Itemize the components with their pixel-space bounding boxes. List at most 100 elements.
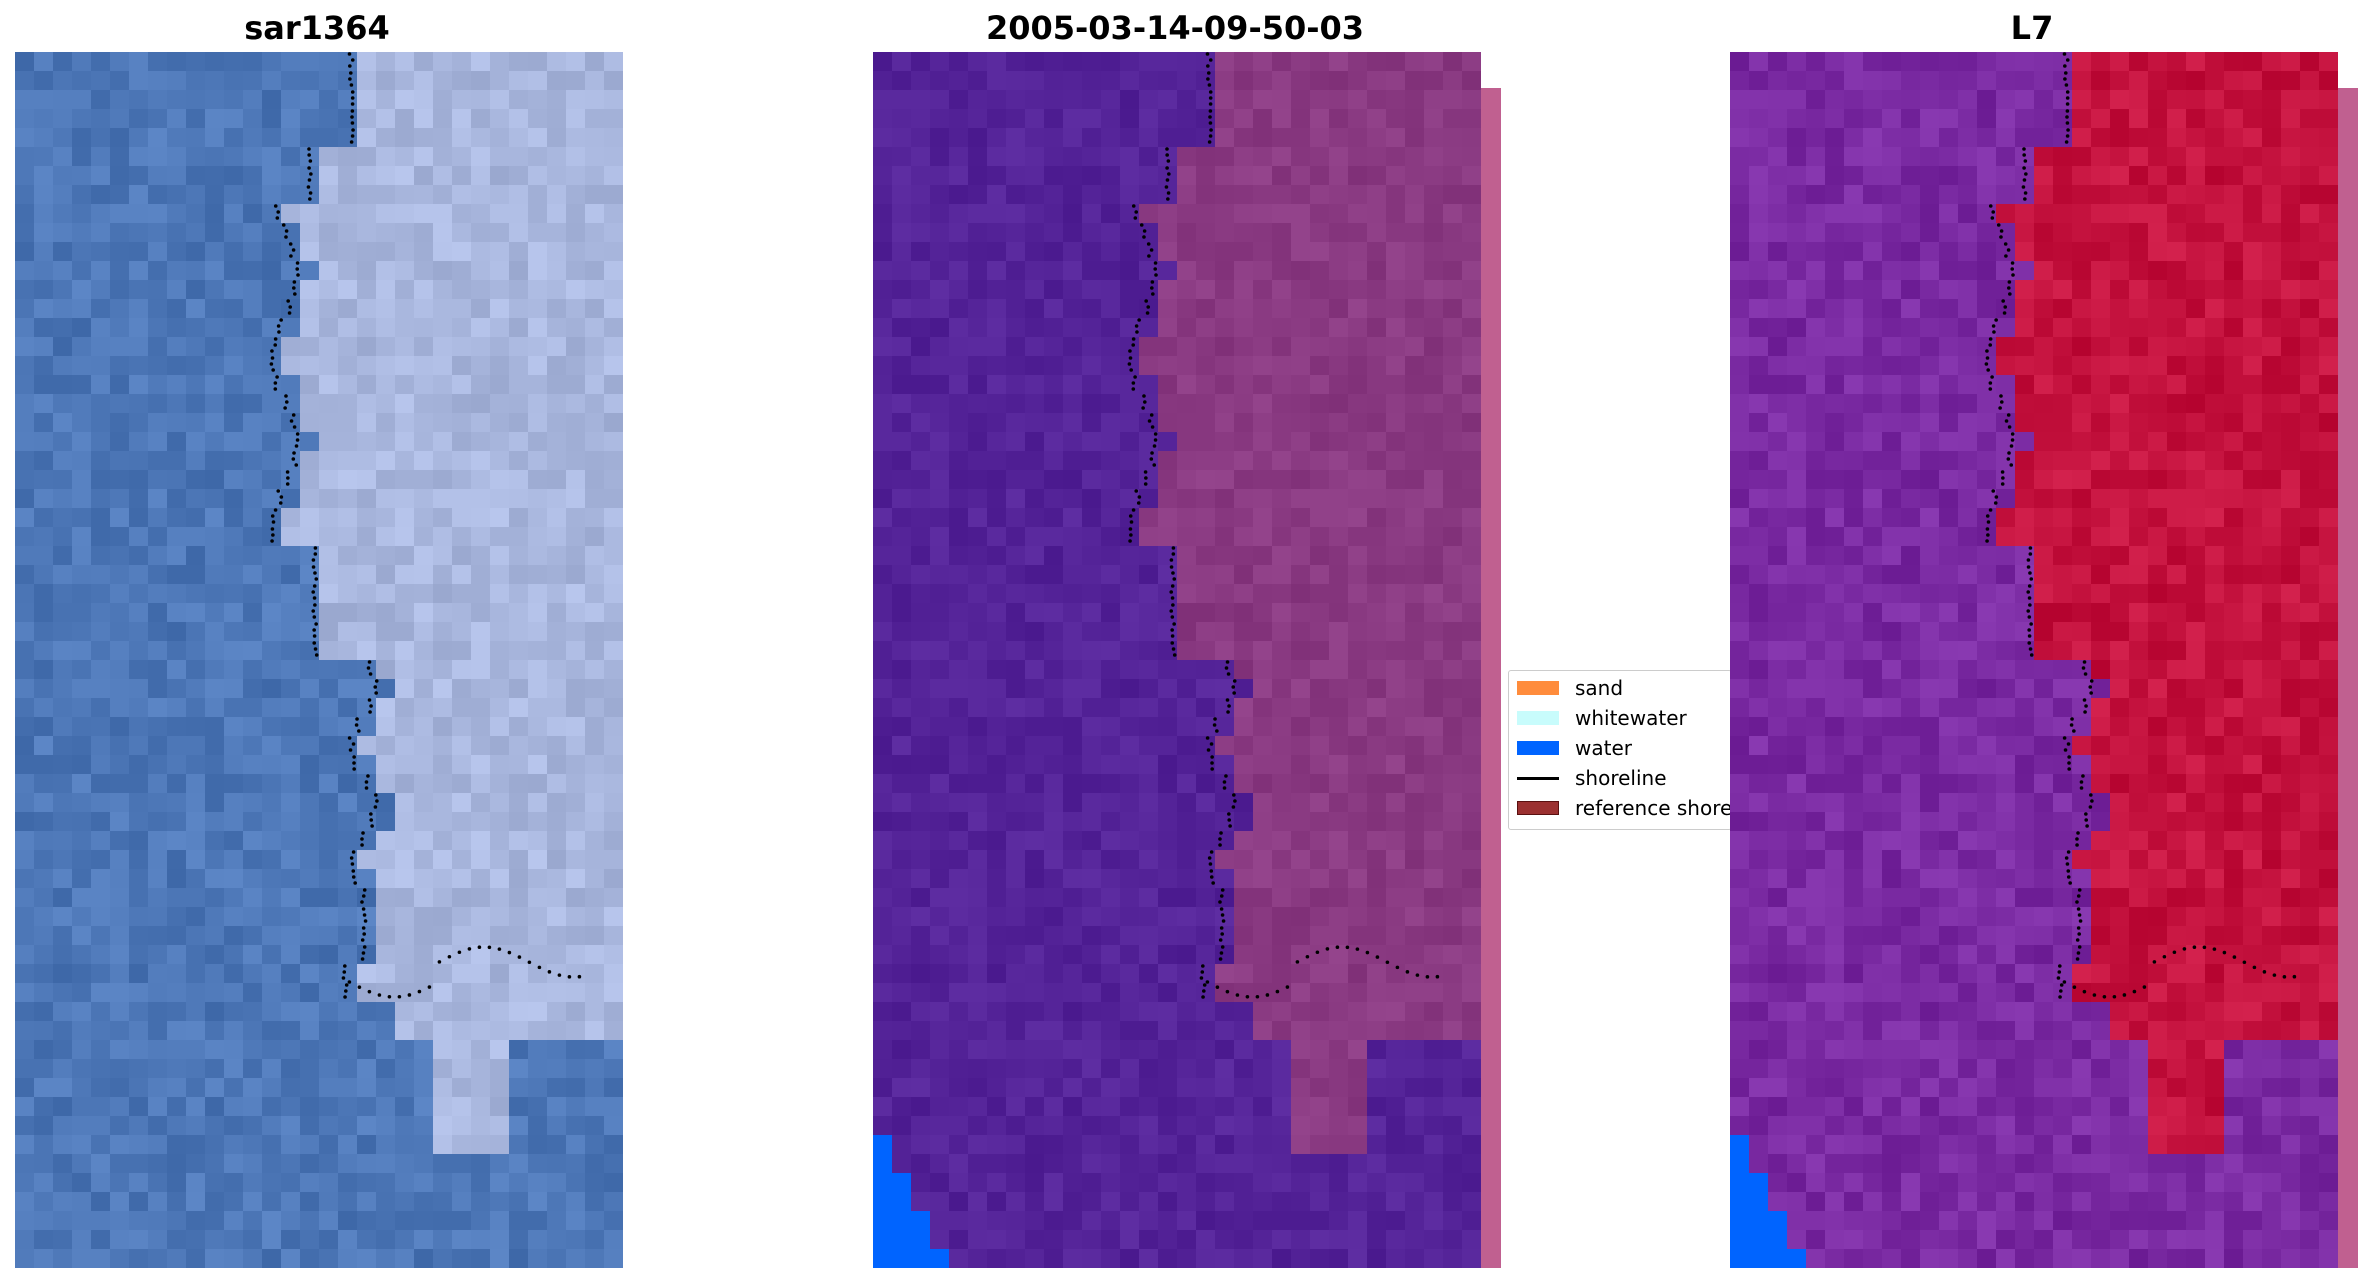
- image-pixel: [1025, 204, 1044, 223]
- image-pixel: [1215, 793, 1234, 812]
- image-pixel: [547, 52, 566, 71]
- image-pixel: [1025, 622, 1044, 641]
- image-pixel: [490, 394, 509, 413]
- image-pixel: [987, 717, 1006, 736]
- image-pixel: [604, 660, 623, 679]
- image-pixel: [395, 831, 414, 850]
- shoreline-dot: [349, 856, 354, 860]
- image-pixel: [968, 755, 987, 774]
- image-pixel: [911, 1078, 930, 1097]
- image-pixel: [1196, 755, 1215, 774]
- image-pixel: [319, 945, 338, 964]
- image-pixel: [1082, 413, 1101, 432]
- image-pixel: [1424, 546, 1443, 565]
- image-pixel: [2243, 90, 2262, 109]
- image-pixel: [1101, 451, 1120, 470]
- image-pixel: [509, 622, 528, 641]
- image-pixel: [224, 337, 243, 356]
- image-pixel: [2205, 280, 2224, 299]
- image-pixel: [1329, 71, 1348, 90]
- image-pixel: [1348, 869, 1367, 888]
- image-pixel: [1044, 831, 1063, 850]
- image-pixel: [1386, 755, 1405, 774]
- shoreline-dot: [344, 983, 349, 987]
- image-pixel: [566, 907, 585, 926]
- image-pixel: [186, 622, 205, 641]
- image-pixel: [395, 166, 414, 185]
- image-pixel: [300, 394, 319, 413]
- image-pixel: [1101, 71, 1120, 90]
- image-pixel: [319, 375, 338, 394]
- image-pixel: [1386, 1211, 1405, 1230]
- image-pixel: [1939, 185, 1958, 204]
- image-pixel: [167, 1097, 186, 1116]
- image-pixel: [167, 888, 186, 907]
- image-pixel: [224, 71, 243, 90]
- image-pixel: [129, 679, 148, 698]
- shoreline-dot: [1172, 653, 1177, 657]
- image-pixel: [53, 698, 72, 717]
- shoreline-dot: [1218, 837, 1222, 841]
- image-pixel: [338, 546, 357, 565]
- image-pixel: [1768, 223, 1787, 242]
- image-pixel: [53, 1097, 72, 1116]
- image-pixel: [15, 793, 34, 812]
- image-pixel: [1025, 470, 1044, 489]
- image-pixel: [1025, 679, 1044, 698]
- image-pixel: [224, 375, 243, 394]
- image-pixel: [2205, 299, 2224, 318]
- image-pixel: [987, 1230, 1006, 1249]
- image-pixel: [1920, 337, 1939, 356]
- image-pixel: [1196, 204, 1215, 223]
- image-pixel: [1196, 698, 1215, 717]
- image-pixel: [471, 1192, 490, 1211]
- image-pixel: [1386, 603, 1405, 622]
- image-pixel: [1386, 432, 1405, 451]
- image-pixel: [1844, 299, 1863, 318]
- image-pixel: [1063, 185, 1082, 204]
- image-pixel: [1215, 470, 1234, 489]
- image-pixel: [892, 831, 911, 850]
- image-pixel: [585, 527, 604, 546]
- image-pixel: [1386, 1040, 1405, 1059]
- image-pixel: [471, 508, 490, 527]
- image-pixel: [987, 1002, 1006, 1021]
- image-pixel: [281, 698, 300, 717]
- shoreline-dot: [1208, 109, 1213, 113]
- image-pixel: [15, 185, 34, 204]
- image-pixel: [1253, 166, 1272, 185]
- image-pixel: [1025, 166, 1044, 185]
- image-pixel: [395, 1116, 414, 1135]
- image-pixel: [1996, 166, 2015, 185]
- image-pixel: [1063, 793, 1082, 812]
- image-pixel: [2110, 166, 2129, 185]
- image-pixel: [129, 926, 148, 945]
- image-pixel: [262, 1249, 281, 1268]
- image-pixel: [338, 584, 357, 603]
- image-pixel: [34, 622, 53, 641]
- image-pixel: [376, 698, 395, 717]
- image-pixel: [129, 489, 148, 508]
- image-pixel: [1158, 71, 1177, 90]
- image-pixel: [376, 812, 395, 831]
- image-pixel: [262, 1192, 281, 1211]
- image-pixel: [262, 983, 281, 1002]
- image-pixel: [547, 242, 566, 261]
- image-pixel: [1120, 945, 1139, 964]
- image-pixel: [1158, 1173, 1177, 1192]
- image-pixel: [911, 888, 930, 907]
- image-pixel: [91, 1021, 110, 1040]
- image-pixel: [1196, 1021, 1215, 1040]
- image-pixel: [1443, 280, 1462, 299]
- image-pixel: [129, 755, 148, 774]
- image-pixel: [148, 223, 167, 242]
- image-pixel: [1082, 1021, 1101, 1040]
- image-pixel: [528, 1002, 547, 1021]
- image-pixel: [1234, 888, 1253, 907]
- image-pixel: [1177, 831, 1196, 850]
- image-pixel: [395, 1249, 414, 1268]
- image-pixel: [1139, 71, 1158, 90]
- image-pixel: [1367, 1097, 1386, 1116]
- image-pixel: [1291, 622, 1310, 641]
- image-pixel: [2243, 204, 2262, 223]
